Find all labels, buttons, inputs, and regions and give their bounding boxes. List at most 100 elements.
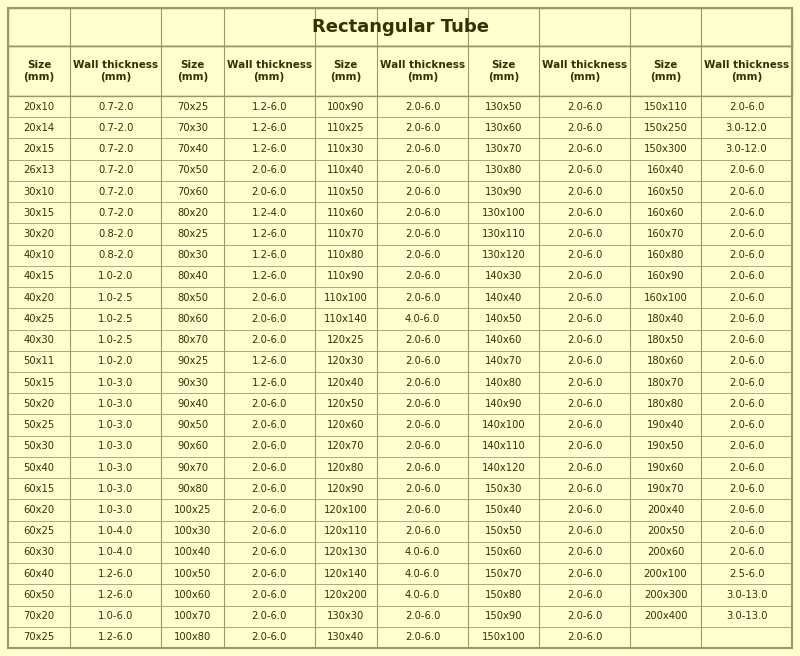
Bar	[630, 521, 701, 542]
Bar	[701, 245, 792, 266]
Text: 100x50: 100x50	[174, 569, 211, 579]
Bar	[224, 605, 314, 626]
Text: 60x30: 60x30	[24, 548, 54, 558]
Text: 90x60: 90x60	[177, 441, 208, 451]
Text: 0.8-2.0: 0.8-2.0	[98, 250, 134, 260]
Bar	[224, 96, 314, 117]
Bar	[314, 499, 377, 521]
Text: 2.0-6.0: 2.0-6.0	[251, 165, 287, 175]
Bar	[468, 393, 539, 415]
Text: 2.0-6.0: 2.0-6.0	[729, 272, 764, 281]
Bar	[224, 499, 314, 521]
Bar	[162, 329, 224, 351]
Text: 110x80: 110x80	[327, 250, 365, 260]
Bar	[70, 372, 162, 393]
Bar	[162, 266, 224, 287]
Bar	[539, 138, 630, 159]
Bar	[162, 117, 224, 138]
Bar	[70, 245, 162, 266]
Bar	[468, 96, 539, 117]
Bar	[701, 542, 792, 563]
Text: 2.0-6.0: 2.0-6.0	[251, 611, 287, 621]
Bar	[224, 351, 314, 372]
Text: 60x15: 60x15	[23, 483, 55, 494]
Bar	[539, 372, 630, 393]
Bar	[70, 478, 162, 499]
Text: 2.0-6.0: 2.0-6.0	[405, 462, 440, 472]
Bar	[468, 202, 539, 224]
Bar	[630, 202, 701, 224]
Bar	[468, 266, 539, 287]
Text: 90x40: 90x40	[177, 399, 208, 409]
Text: 180x60: 180x60	[647, 356, 684, 367]
Text: 2.0-6.0: 2.0-6.0	[567, 293, 602, 302]
Text: 160x90: 160x90	[646, 272, 684, 281]
Bar	[224, 159, 314, 181]
Bar	[468, 308, 539, 329]
Bar	[468, 584, 539, 605]
Bar	[314, 245, 377, 266]
Text: 2.0-6.0: 2.0-6.0	[251, 335, 287, 345]
Bar	[70, 499, 162, 521]
Bar	[70, 266, 162, 287]
Bar	[224, 521, 314, 542]
Text: 3.0-12.0: 3.0-12.0	[726, 144, 767, 154]
Text: 1.2-4.0: 1.2-4.0	[251, 208, 287, 218]
Bar	[539, 351, 630, 372]
Bar	[377, 266, 468, 287]
Text: 80x25: 80x25	[177, 229, 208, 239]
Text: 130x110: 130x110	[482, 229, 526, 239]
Text: 40x25: 40x25	[24, 314, 54, 324]
Bar	[539, 563, 630, 584]
Bar	[314, 393, 377, 415]
Text: 2.0-6.0: 2.0-6.0	[729, 293, 764, 302]
Text: 2.0-6.0: 2.0-6.0	[405, 250, 440, 260]
Text: 100x80: 100x80	[174, 632, 211, 642]
Bar	[630, 626, 701, 648]
Text: 140x120: 140x120	[482, 462, 526, 472]
Bar	[70, 584, 162, 605]
Text: 0.7-2.0: 0.7-2.0	[98, 102, 134, 112]
Bar	[314, 96, 377, 117]
Text: 2.0-6.0: 2.0-6.0	[567, 186, 602, 197]
Text: 2.0-6.0: 2.0-6.0	[729, 526, 764, 536]
Text: 100x90: 100x90	[327, 102, 365, 112]
Bar	[224, 542, 314, 563]
Text: 90x70: 90x70	[177, 462, 208, 472]
Bar	[8, 351, 70, 372]
Text: 2.0-6.0: 2.0-6.0	[405, 505, 440, 515]
Text: 1.0-3.0: 1.0-3.0	[98, 441, 134, 451]
Text: 1.0-3.0: 1.0-3.0	[98, 378, 134, 388]
Text: 2.0-6.0: 2.0-6.0	[405, 632, 440, 642]
Bar	[70, 202, 162, 224]
Bar	[224, 117, 314, 138]
Text: 150x60: 150x60	[485, 548, 522, 558]
Text: 80x30: 80x30	[177, 250, 208, 260]
Text: 130x40: 130x40	[327, 632, 365, 642]
Text: 150x110: 150x110	[643, 102, 687, 112]
Text: 2.0-6.0: 2.0-6.0	[567, 165, 602, 175]
Bar	[701, 159, 792, 181]
Text: 1.2-6.0: 1.2-6.0	[251, 272, 287, 281]
Text: Size
(mm): Size (mm)	[330, 60, 362, 82]
Bar	[701, 372, 792, 393]
Text: 2.0-6.0: 2.0-6.0	[251, 505, 287, 515]
Text: 190x40: 190x40	[647, 420, 684, 430]
Text: 0.7-2.0: 0.7-2.0	[98, 186, 134, 197]
Text: 4.0-6.0: 4.0-6.0	[405, 569, 440, 579]
Text: 150x50: 150x50	[485, 526, 522, 536]
Text: 2.0-6.0: 2.0-6.0	[251, 569, 287, 579]
Text: 140x80: 140x80	[485, 378, 522, 388]
Bar	[377, 436, 468, 457]
Text: 1.2-6.0: 1.2-6.0	[251, 250, 287, 260]
Text: 2.0-6.0: 2.0-6.0	[729, 441, 764, 451]
Bar	[539, 436, 630, 457]
Text: 2.0-6.0: 2.0-6.0	[405, 378, 440, 388]
Bar	[630, 329, 701, 351]
Text: 2.0-6.0: 2.0-6.0	[567, 611, 602, 621]
Text: 1.2-6.0: 1.2-6.0	[251, 144, 287, 154]
Bar	[314, 266, 377, 287]
Bar	[8, 224, 70, 245]
Text: 100x70: 100x70	[174, 611, 211, 621]
Bar	[630, 499, 701, 521]
